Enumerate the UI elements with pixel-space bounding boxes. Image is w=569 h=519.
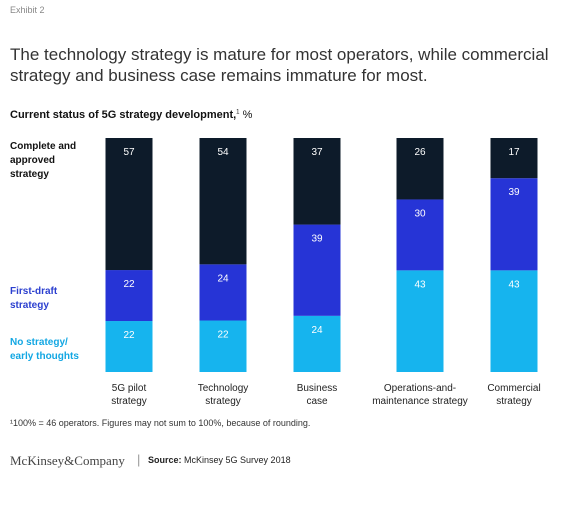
- bar-segment-draft: [105, 270, 153, 322]
- category-label-line: Commercial: [487, 383, 541, 394]
- headline: The technology strategy is mature for mo…: [10, 45, 549, 85]
- source-label: Source:: [148, 455, 182, 465]
- category-label-line: Business: [296, 383, 338, 394]
- category-label: Commercial strategy: [459, 382, 569, 408]
- bar-segment-complete: [293, 138, 341, 225]
- category-label-line: Operations-and-: [383, 383, 457, 394]
- bar-segment-draft: [293, 224, 341, 316]
- category-label-line: case: [306, 396, 328, 407]
- legend-draft-line: First-draft: [10, 286, 58, 297]
- legend-none-line: No strategy/: [10, 337, 68, 348]
- exhibit-label: Exhibit 2: [10, 5, 45, 15]
- source: Source: McKinsey 5G Survey 2018: [148, 455, 291, 465]
- data-label: 24: [217, 273, 229, 284]
- legend-complete: Complete and approved strategy: [10, 140, 76, 182]
- subtitle-unit: %: [239, 109, 253, 121]
- category-label-line: strategy: [496, 396, 532, 407]
- data-label: 30: [414, 208, 426, 219]
- bar-segment-draft: [490, 178, 538, 271]
- bar-segment-none: [105, 321, 153, 372]
- legend-none-line: early thoughts: [10, 351, 79, 362]
- source-text: McKinsey 5G Survey 2018: [184, 455, 291, 465]
- brand-logo: McKinsey&Company: [10, 453, 125, 468]
- data-label: 22: [123, 330, 135, 341]
- data-label: 37: [311, 147, 323, 158]
- legend-complete-line: strategy: [10, 169, 49, 180]
- legend-complete-line: Complete and: [10, 141, 77, 152]
- category-label: 5G pilot strategy: [74, 382, 184, 408]
- legend-draft-line: strategy: [10, 300, 49, 311]
- legend-draft: First-draft strategy: [10, 285, 57, 313]
- separator: |: [137, 452, 141, 467]
- category-label-line: maintenance strategy: [372, 396, 468, 407]
- bar-segment-none: [199, 320, 247, 372]
- category-label-line: Technology: [197, 383, 249, 394]
- bar-segment-complete: [490, 138, 538, 179]
- category-label: Operations-and-maintenance strategy: [365, 382, 475, 408]
- category-label: Business case: [262, 382, 372, 408]
- data-label: 22: [123, 279, 135, 290]
- subtitle-footnote-marker: 1: [236, 109, 240, 116]
- bar-segment-draft: [199, 264, 247, 321]
- category-label-line: 5G pilot: [111, 383, 147, 394]
- legend-none: No strategy/ early thoughts: [10, 336, 79, 364]
- bar-segment-complete: [396, 138, 444, 200]
- data-label: 22: [217, 330, 229, 341]
- subtitle-text: Current status of 5G strategy developmen…: [10, 109, 237, 121]
- data-label: 57: [123, 147, 135, 158]
- bar-segment-none: [490, 270, 538, 372]
- bar-segment-draft: [396, 199, 444, 271]
- data-label: 43: [414, 279, 426, 290]
- bar-segment-complete: [199, 138, 247, 265]
- category-label: Technology strategy: [168, 382, 278, 408]
- category-label-line: strategy: [205, 396, 241, 407]
- data-label: 26: [414, 147, 426, 158]
- bar-segment-complete: [105, 138, 153, 271]
- legend-complete-line: approved: [10, 155, 56, 166]
- bar-segment-none: [396, 270, 444, 372]
- footnote: ¹100% = 46 operators. Figures may not su…: [10, 418, 311, 428]
- data-label: 43: [508, 279, 520, 290]
- data-label: 54: [217, 147, 229, 158]
- data-label: 24: [311, 325, 323, 336]
- data-label: 39: [508, 187, 520, 198]
- chart-subtitle: Current status of 5G strategy developmen…: [10, 109, 252, 121]
- data-label: 17: [508, 147, 520, 158]
- bar-segment-none: [293, 315, 341, 372]
- data-label: 39: [311, 234, 323, 245]
- category-label-line: strategy: [111, 396, 147, 407]
